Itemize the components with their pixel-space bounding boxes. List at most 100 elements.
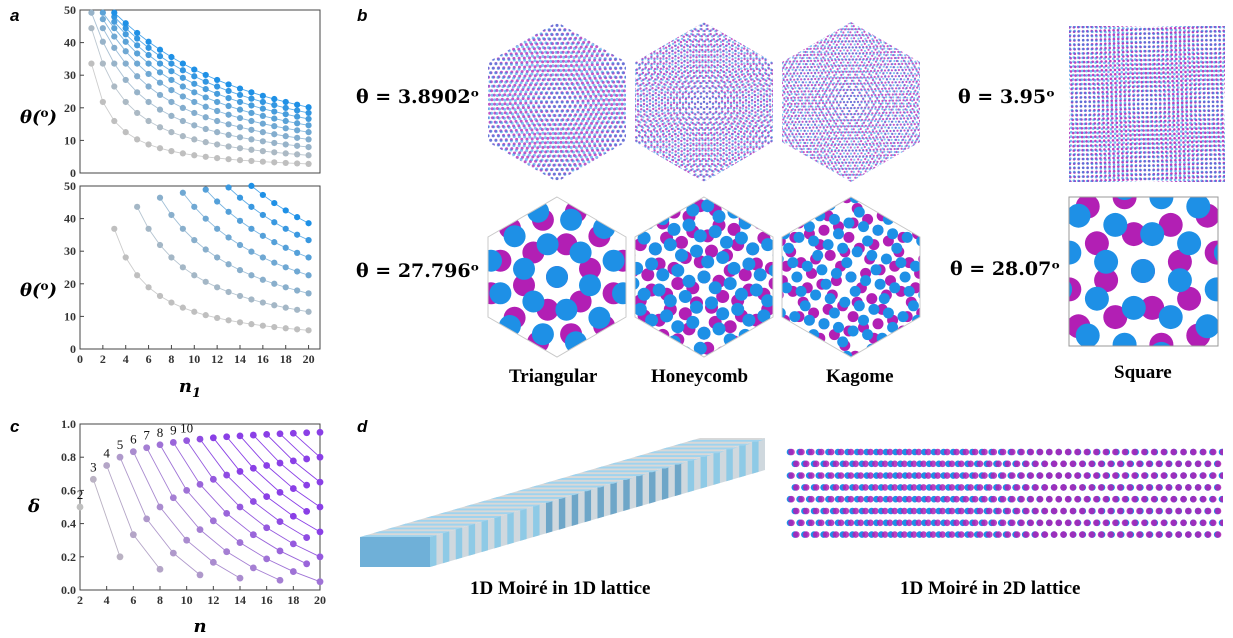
- lattice-site: [634, 85, 637, 88]
- lattice-site: [488, 143, 490, 147]
- lattice-site: [562, 46, 566, 50]
- lattice-site: [501, 48, 505, 52]
- lattice-site: [632, 53, 634, 55]
- lattice-site: [756, 166, 759, 169]
- data-point: [236, 98, 244, 106]
- data-point: [156, 194, 164, 201]
- lattice-site: [607, 22, 611, 26]
- lattice-site: [631, 99, 634, 102]
- data-point: [191, 66, 198, 73]
- lattice-site: [674, 160, 678, 164]
- lattice-site: [629, 150, 631, 152]
- lattice-site: [645, 87, 648, 90]
- lattice-site: [620, 57, 622, 59]
- data-point: [202, 215, 209, 222]
- lattice-site: [675, 181, 678, 182]
- lattice-site: [571, 23, 575, 27]
- lattice-site: [629, 125, 632, 128]
- lattice-site: [506, 161, 510, 165]
- lattice-site: [591, 110, 595, 114]
- lattice-site: [630, 67, 633, 70]
- lattice-site: [752, 158, 756, 161]
- lattice-site: [502, 151, 506, 155]
- lattice-site: [695, 154, 698, 158]
- lattice-site: [677, 151, 680, 155]
- lattice-site: [651, 121, 654, 125]
- lattice-site: [547, 104, 551, 108]
- lattice-site: [713, 58, 716, 62]
- lattice-site: [492, 152, 496, 156]
- lattice-site: [530, 137, 534, 141]
- data-point: [289, 485, 297, 492]
- lattice-site: [485, 80, 488, 83]
- lattice-site: [532, 171, 536, 175]
- lattice-site: [773, 135, 775, 137]
- lattice-site: [584, 22, 588, 24]
- lattice-site: [567, 123, 571, 127]
- x-tick-label: 14: [234, 593, 246, 607]
- lattice-site: [618, 27, 620, 29]
- data-point: [259, 92, 266, 99]
- lattice-site: [659, 159, 663, 162]
- data-point: [236, 134, 244, 141]
- lattice-site: [588, 115, 592, 119]
- lattice-site: [600, 44, 604, 48]
- lattice-site: [649, 22, 652, 24]
- lattice-site: [754, 43, 758, 46]
- lattice-site: [594, 180, 598, 182]
- lattice-site: [597, 31, 601, 35]
- lattice-site: [581, 33, 585, 37]
- lattice-site: [571, 168, 575, 172]
- lattice-site: [509, 71, 513, 75]
- lattice-site: [706, 184, 708, 186]
- lattice-site: [635, 144, 638, 147]
- lattice-site: [672, 101, 676, 105]
- lattice-site: [574, 131, 578, 135]
- lattice-site: [760, 43, 764, 46]
- lattice-site: [739, 42, 743, 45]
- lattice-site: [546, 64, 550, 68]
- lattice-site: [542, 104, 546, 108]
- lattice-site: [494, 53, 498, 57]
- lattice-site: [550, 82, 554, 86]
- lattice-site: [776, 119, 778, 121]
- lattice-site: [492, 48, 496, 52]
- lattice-site: [754, 33, 757, 36]
- lattice-site: [561, 64, 565, 68]
- lattice-site: [620, 161, 623, 165]
- lattice-site: [628, 121, 631, 124]
- lattice-site: [750, 166, 753, 170]
- lattice-site: [493, 98, 497, 102]
- lattice-site: [527, 95, 531, 98]
- data-point: [191, 109, 198, 117]
- lattice-site: [776, 58, 778, 60]
- lattice-site: [573, 38, 577, 41]
- data-point: [294, 142, 301, 149]
- lattice-site: [588, 124, 592, 128]
- lattice-site: [570, 110, 574, 113]
- lattice-site: [610, 44, 614, 48]
- lattice-site: [479, 130, 482, 133]
- lattice-site: [492, 30, 496, 34]
- data-point: [225, 111, 232, 118]
- lattice-site: [520, 72, 523, 76]
- data-point: [145, 83, 152, 90]
- lattice-site: [608, 84, 612, 88]
- data-point: [156, 91, 164, 99]
- lattice-site: [578, 29, 582, 33]
- lattice-site: [534, 32, 538, 36]
- lattice-site: [555, 32, 559, 36]
- data-point: [129, 531, 137, 539]
- lattice-site: [579, 182, 582, 185]
- lattice-site: [767, 46, 770, 49]
- lattice-site: [581, 23, 585, 26]
- lattice-site: [514, 34, 518, 38]
- lattice-site: [498, 34, 502, 38]
- data-point: [294, 151, 301, 158]
- lattice-site: [597, 99, 601, 103]
- lattice-site: [545, 177, 549, 181]
- data-point: [134, 35, 141, 42]
- lattice-site: [585, 70, 589, 73]
- lattice-site: [629, 72, 631, 74]
- lattice-site: [621, 46, 623, 48]
